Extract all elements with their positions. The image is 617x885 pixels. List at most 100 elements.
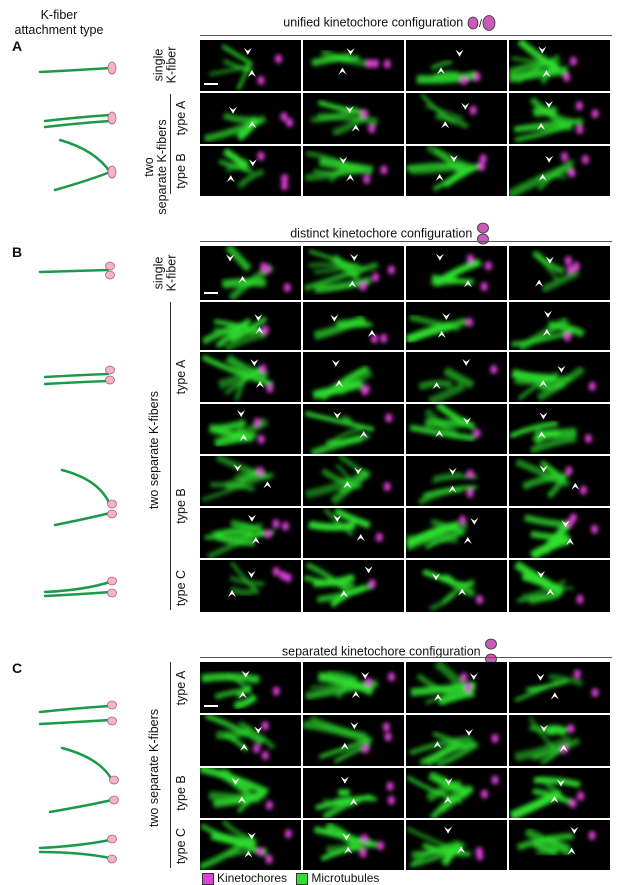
arrowhead-icon [229, 106, 238, 114]
arrowhead-icon [359, 431, 368, 439]
arrowhead-icon [248, 159, 257, 167]
arrowhead-icon [364, 566, 373, 574]
micrograph-tile [406, 146, 507, 196]
arrowhead-icon [247, 832, 256, 840]
arrowhead-icon [340, 742, 349, 750]
arrowhead-icon [339, 590, 348, 598]
arrowhead-icon [457, 846, 466, 854]
arrowhead-icon [226, 175, 235, 183]
arrowhead-icon [351, 691, 360, 699]
arrowhead-icon [247, 70, 256, 78]
panel-c-title-text: separated kinetochore configuration [281, 644, 481, 659]
arrowhead-icon [244, 850, 253, 858]
arrowhead-icon [238, 691, 247, 699]
arrowhead-icon [237, 796, 246, 804]
arrowhead-icon [535, 279, 544, 287]
label-b-type-c: type C [174, 569, 188, 607]
kinetochore-a-single [107, 61, 117, 75]
panel-a-title: unified kinetochore configuration / [200, 15, 580, 31]
micrograph-tile [303, 352, 404, 402]
arrowhead-icon [557, 365, 566, 373]
micrograph-tile [406, 768, 507, 818]
micrograph-tile [406, 662, 507, 713]
arrowhead-icon [228, 590, 237, 598]
micrograph-tile [509, 715, 610, 766]
arrowhead-icon [561, 520, 570, 528]
arrowhead-icon [550, 692, 559, 700]
kfiber-b-typeb-2 [53, 511, 112, 527]
arrowhead-icon [571, 482, 580, 490]
micrograph-tile [509, 40, 610, 91]
micrograph-tile [200, 246, 301, 300]
micrograph-tile [200, 560, 301, 612]
bracket-b [170, 302, 171, 610]
panel-b-title-text: distinct kinetochore configuration [290, 226, 473, 241]
micrograph-tile [509, 768, 610, 818]
arrowhead-icon [250, 359, 259, 367]
kfiber-b-typea-2 [43, 379, 110, 386]
micrograph-tile [406, 40, 507, 91]
arrowhead-icon [434, 693, 443, 701]
micrograph-tile [303, 508, 404, 558]
arrowhead-icon [443, 796, 452, 804]
micrograph-tile [200, 404, 301, 454]
label-c-type-b: type B [174, 775, 188, 811]
arrowhead-icon [537, 431, 546, 439]
micrograph-tile [200, 768, 301, 818]
micrograph-tile [509, 93, 610, 144]
arrowhead-icon [333, 411, 342, 419]
schematic-column [38, 61, 119, 864]
panel-b-title: distinct kinetochore configuration [200, 222, 580, 246]
arrowhead-icon [537, 122, 546, 130]
micrograph-tile [200, 302, 301, 350]
micrograph-tile [303, 715, 404, 766]
arrowhead-icon [350, 253, 359, 261]
kfiber-c-typec-1 [38, 838, 112, 850]
micrograph-tile [200, 508, 301, 558]
kfiber-b-typeb-1 [60, 468, 112, 507]
scale-bar [204, 83, 218, 85]
micrograph-tile [200, 146, 301, 196]
arrowhead-icon [567, 847, 576, 855]
micrograph-tile [406, 508, 507, 558]
arrowhead-icon [251, 536, 260, 544]
arrowhead-icon [254, 726, 263, 734]
label-a-two-separate: two separate K-fibers [142, 119, 169, 215]
arrowhead-icon [458, 588, 467, 596]
arrowhead-icon [343, 481, 352, 489]
arrowhead-icon [539, 412, 548, 420]
legend-kinetochores: Kinetochores [217, 871, 288, 885]
kfiber-a-single [38, 66, 112, 74]
kfiber-c-typeb-2 [48, 798, 114, 814]
arrowhead-icon [469, 673, 478, 681]
micrograph-tile [303, 246, 404, 300]
micrograph-tile [303, 146, 404, 196]
arrowhead-icon [346, 174, 355, 182]
arrowhead-icon [556, 779, 565, 787]
kinetochore-config-icon: / [467, 15, 496, 31]
panel-a-rule [200, 35, 612, 36]
arrowhead-icon [539, 380, 548, 388]
arrowhead-icon [331, 359, 340, 367]
kfiber-b-typec-1 [43, 580, 112, 594]
micrograph-tile [509, 246, 610, 300]
arrowhead-icon [455, 49, 464, 57]
micrograph-tile [406, 302, 507, 350]
arrowhead-icon [444, 826, 453, 834]
arrowhead-icon [442, 312, 451, 320]
scale-bar [204, 292, 218, 294]
arrowhead-icon [435, 430, 444, 438]
arrowhead-icon [570, 826, 579, 834]
micrograph-tile [303, 93, 404, 144]
arrowhead-icon [449, 155, 458, 163]
micrograph-tile [509, 146, 610, 196]
arrowhead-icon [346, 48, 355, 56]
panel-label-b: B [12, 244, 23, 260]
arrowhead-icon [433, 741, 442, 749]
arrowhead-icon [559, 744, 568, 752]
arrowhead-icon [542, 329, 551, 337]
micrograph-tile [200, 820, 301, 870]
arrowhead-icon [338, 67, 347, 75]
arrowhead-icon [461, 102, 470, 110]
arrowhead-icon [537, 570, 546, 578]
